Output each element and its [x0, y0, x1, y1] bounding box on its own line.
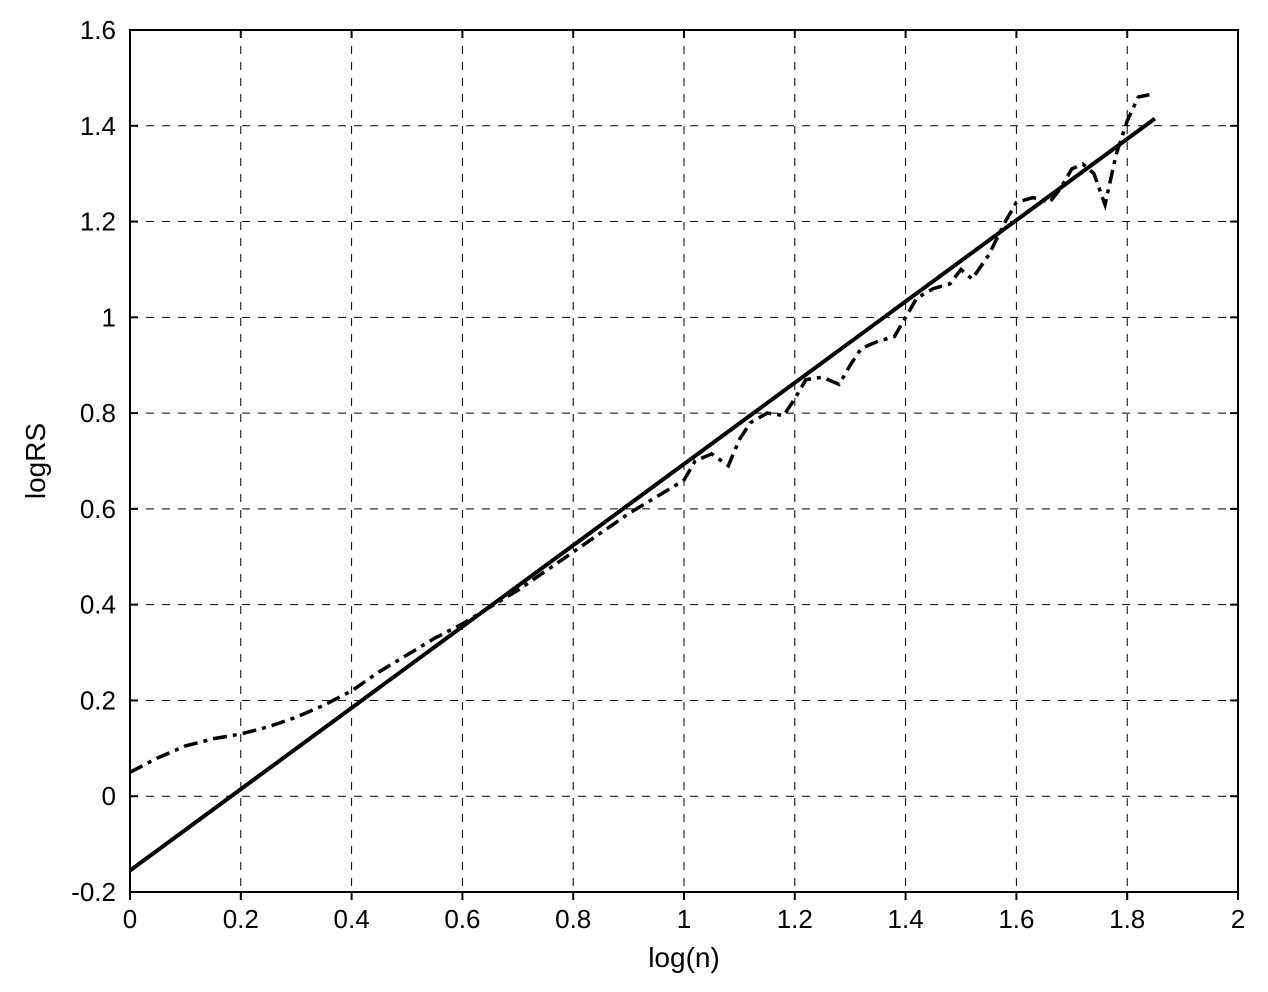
xtick-label: 1.4 — [888, 904, 924, 934]
xtick-label: 2 — [1231, 904, 1245, 934]
xtick-label: 0.4 — [334, 904, 370, 934]
xtick-label: 0 — [123, 904, 137, 934]
ytick-label: 1.2 — [80, 207, 116, 237]
ytick-label: 0 — [102, 781, 116, 811]
xtick-label: 1.8 — [1109, 904, 1145, 934]
xtick-label: 1.2 — [777, 904, 813, 934]
xtick-label: 1 — [677, 904, 691, 934]
xtick-label: 0.2 — [223, 904, 259, 934]
xtick-label: 1.6 — [998, 904, 1034, 934]
ytick-label: -0.2 — [71, 877, 116, 907]
xtick-label: 0.6 — [444, 904, 480, 934]
ytick-label: 1.6 — [80, 15, 116, 45]
x-axis-label: log(n) — [648, 942, 720, 973]
ytick-label: 1.4 — [80, 111, 116, 141]
y-axis-label: logRS — [20, 423, 51, 499]
chart-container: 00.20.40.60.811.21.41.61.82-0.200.20.40.… — [0, 0, 1268, 992]
chart-background — [0, 0, 1268, 992]
ytick-label: 0.6 — [80, 494, 116, 524]
ytick-label: 0.2 — [80, 685, 116, 715]
ytick-label: 0.4 — [80, 590, 116, 620]
ytick-label: 1 — [102, 302, 116, 332]
xtick-label: 0.8 — [555, 904, 591, 934]
ytick-label: 0.8 — [80, 398, 116, 428]
line-chart: 00.20.40.60.811.21.41.61.82-0.200.20.40.… — [0, 0, 1268, 992]
